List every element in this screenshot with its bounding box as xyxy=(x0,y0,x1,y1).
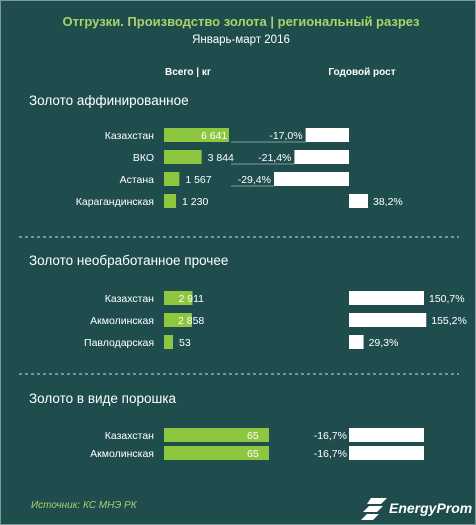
growth-label: -21,4% xyxy=(258,152,291,164)
volume-label: 1 567 xyxy=(185,174,211,186)
volume-label: 65 xyxy=(247,430,259,442)
volume-label: 6 641 xyxy=(201,130,227,142)
volume-bar xyxy=(164,194,177,208)
growth-bar xyxy=(349,313,427,327)
growth-bar xyxy=(274,172,349,186)
volume-bar xyxy=(164,291,193,305)
category-label: Павлодарская xyxy=(84,337,154,349)
category-label: ВКО xyxy=(133,152,154,164)
volume-bar xyxy=(164,313,192,327)
column-header-total: Всего | кг xyxy=(165,67,211,78)
category-label: Казахстан xyxy=(105,293,154,305)
volume-label: 53 xyxy=(179,337,191,349)
category-label: Казахстан xyxy=(105,430,154,442)
growth-label: -16,7% xyxy=(314,430,347,442)
panel-title: Золото необработанное прочее xyxy=(29,253,228,268)
volume-bar xyxy=(164,428,269,442)
growth-bar xyxy=(349,291,424,305)
volume-label: 2 858 xyxy=(178,315,204,327)
volume-label: 3 844 xyxy=(208,152,234,164)
growth-bar xyxy=(305,128,349,142)
category-label: Карагандинская xyxy=(76,196,154,208)
volume-label: 2 911 xyxy=(178,293,204,305)
volume-bar xyxy=(164,128,229,142)
volume-bar xyxy=(164,172,180,186)
volume-label: 1 230 xyxy=(182,196,208,208)
category-label: Астана xyxy=(120,174,155,186)
brand-name: EnergyProm xyxy=(389,500,472,516)
volume-bar xyxy=(164,446,269,460)
growth-bar xyxy=(294,150,349,164)
panel-title: Золото аффинированное xyxy=(29,93,189,108)
growth-label: -29,4% xyxy=(238,174,271,186)
growth-label: 150,7% xyxy=(429,293,465,305)
growth-label: 38,2% xyxy=(373,196,403,208)
chart-subtitle: Январь-март 2016 xyxy=(192,34,290,46)
source-note: Источник: КС МНЭ РК xyxy=(31,500,138,511)
energyprom-logo-icon xyxy=(361,498,387,520)
volume-bar xyxy=(164,335,173,349)
volume-bar xyxy=(164,150,202,164)
growth-label: 29,3% xyxy=(369,337,399,349)
growth-bar xyxy=(349,194,369,208)
category-label: Акмолинская xyxy=(90,315,154,327)
chart-title: Отгрузки. Производство золота | регионал… xyxy=(63,14,421,29)
growth-label: -17,0% xyxy=(269,130,302,142)
growth-label: 155,2% xyxy=(431,315,467,327)
panel-title: Золото в виде порошка xyxy=(29,391,177,406)
panels: Золото аффинированное Казахстан 6 641 -17,0… xyxy=(29,93,467,460)
volume-label: 65 xyxy=(247,448,259,460)
category-label: Акмолинская xyxy=(90,448,154,460)
growth-bar xyxy=(349,335,364,349)
growth-bar xyxy=(349,428,424,442)
category-label: Казахстан xyxy=(105,130,154,142)
column-header-growth: Годовой рост xyxy=(328,67,395,78)
growth-bar xyxy=(349,446,424,460)
growth-label: -16,7% xyxy=(314,448,347,460)
